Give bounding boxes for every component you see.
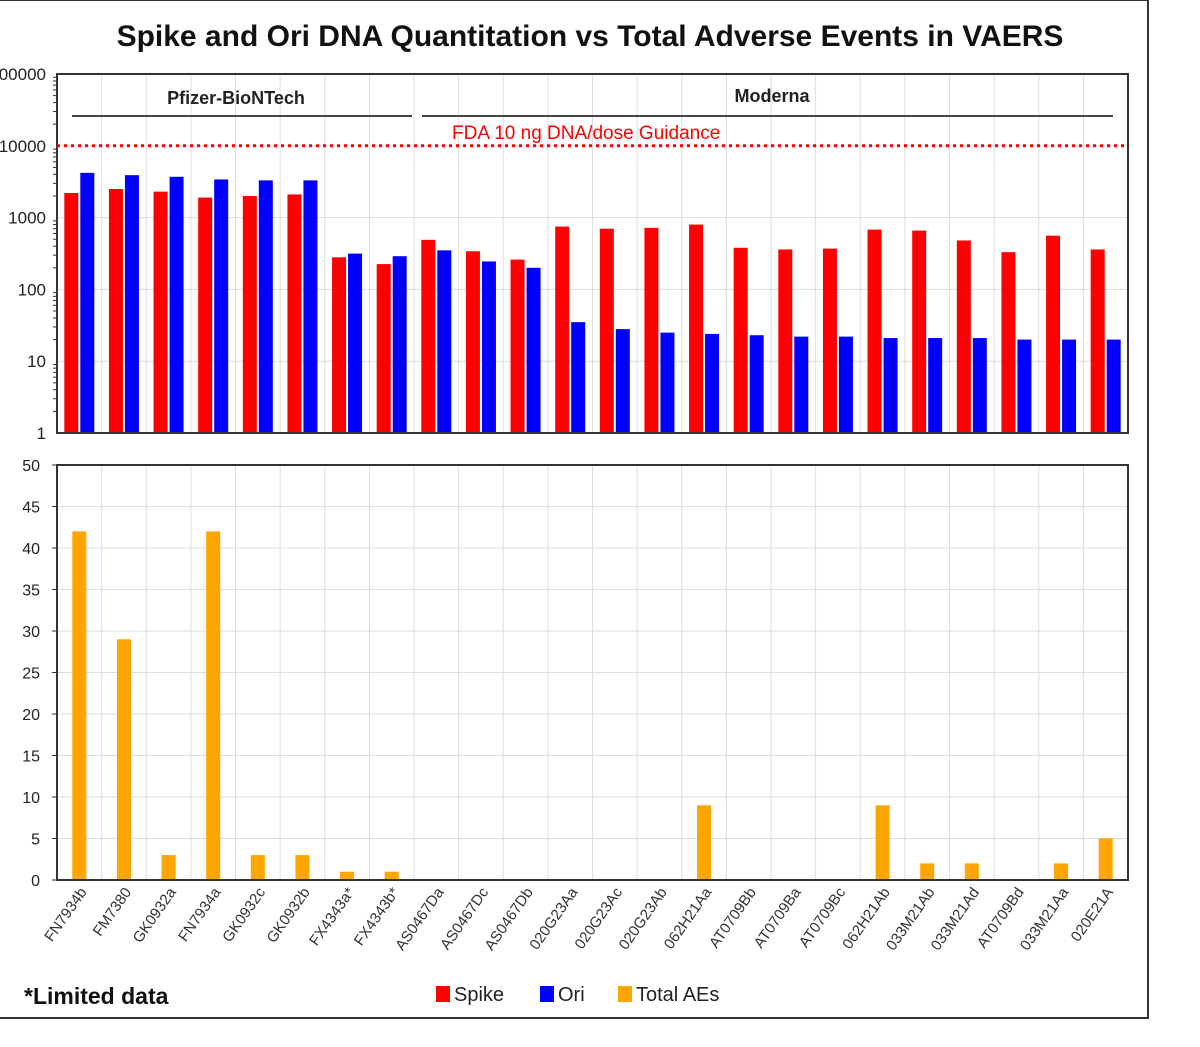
y-tick-label: 10 <box>22 790 40 807</box>
bar-spike <box>465 251 480 433</box>
fda-guidance-label: FDA 10 ng DNA/dose Guidance <box>452 123 720 144</box>
bar-spike <box>912 230 927 433</box>
y-tick-label: 50 <box>22 458 40 475</box>
bar-ori <box>1062 339 1077 433</box>
bar-ori <box>124 175 139 433</box>
bar-ori <box>794 336 809 433</box>
bar-total-aes <box>964 863 979 880</box>
bar-ori <box>392 256 407 433</box>
bar-ori <box>526 267 541 433</box>
legend-swatch-total-aes <box>618 986 632 1002</box>
bar-total-aes <box>920 863 935 880</box>
bar-ori <box>1017 339 1032 433</box>
bar-spike <box>332 257 347 433</box>
legend-label-total-aes: Total AEs <box>636 984 719 1006</box>
legend-swatch-ori <box>540 986 554 1002</box>
bar-spike <box>689 224 704 433</box>
bar-ori <box>169 176 184 434</box>
bar-spike <box>555 226 570 433</box>
footnote: *Limited data <box>24 983 169 1009</box>
y-tick-label: 1 <box>37 424 46 443</box>
y-tick-label: 40 <box>22 541 40 558</box>
group-label-pfizer: Pfizer-BioNTech <box>167 88 305 108</box>
y-tick-label: 35 <box>22 583 40 600</box>
bar-spike <box>376 264 391 433</box>
bar-spike <box>421 239 436 433</box>
bar-ori <box>571 322 586 433</box>
y-tick-label: 25 <box>22 666 40 683</box>
chart-title: Spike and Ori DNA Quantitation vs Total … <box>117 20 1064 53</box>
bar-spike <box>1090 249 1105 433</box>
bar-ori <box>749 335 764 433</box>
bar-spike <box>242 195 257 433</box>
bar-spike <box>778 249 793 433</box>
bar-spike <box>510 259 525 433</box>
bar-total-aes <box>206 531 221 880</box>
bar-total-aes <box>875 805 890 880</box>
group-label-moderna: Moderna <box>734 86 810 106</box>
bar-spike <box>1046 235 1061 433</box>
bar-total-aes <box>384 871 399 880</box>
legend-label-spike: Spike <box>454 984 504 1006</box>
legend-swatch-spike <box>436 986 450 1002</box>
bar-total-aes <box>116 639 131 880</box>
legend: Spike Ori Total AEs <box>436 984 719 1006</box>
bar-spike <box>956 240 971 433</box>
bar-ori <box>1106 339 1121 433</box>
bar-spike <box>822 248 837 433</box>
bar-spike <box>198 197 213 433</box>
bar-total-aes <box>340 871 355 880</box>
bar-spike <box>153 191 168 433</box>
bar-ori <box>258 180 273 433</box>
bar-total-aes <box>250 855 265 880</box>
y-tick-label: 30 <box>22 624 40 641</box>
bar-ori <box>928 338 943 433</box>
bar-ori <box>705 333 720 433</box>
y-tick-label: 10000 <box>0 137 46 156</box>
bar-ori <box>838 336 853 433</box>
top-plot-frame <box>56 73 1129 434</box>
bar-spike <box>733 247 748 433</box>
bar-ori <box>80 172 95 433</box>
bar-spike <box>1001 252 1016 433</box>
y-tick-label: 45 <box>22 500 40 517</box>
y-tick-label: 100 <box>18 280 46 299</box>
bar-total-aes <box>72 531 87 880</box>
bar-ori <box>660 332 675 433</box>
y-tick-label: 10 <box>27 352 46 371</box>
bar-spike <box>867 229 882 433</box>
legend-label-ori: Ori <box>558 984 585 1006</box>
bar-total-aes <box>1098 838 1113 880</box>
bar-spike <box>64 193 79 433</box>
y-tick-label: 0 <box>31 873 40 890</box>
bar-ori <box>437 250 452 433</box>
y-tick-label: 20 <box>22 707 40 724</box>
bar-total-aes <box>1054 863 1069 880</box>
bar-spike <box>287 194 302 433</box>
y-tick-label: 5 <box>31 832 40 849</box>
bar-ori <box>214 179 229 433</box>
bar-ori <box>303 180 318 433</box>
y-tick-label: 15 <box>22 749 40 766</box>
bar-total-aes <box>697 805 712 880</box>
bar-ori <box>481 261 496 433</box>
bar-spike <box>644 227 659 433</box>
bar-spike <box>599 228 614 433</box>
bar-total-aes <box>295 855 310 880</box>
bar-ori <box>883 338 898 433</box>
bar-ori <box>615 329 630 433</box>
bar-ori <box>348 253 363 433</box>
y-tick-label: 1000 <box>8 209 46 228</box>
bar-total-aes <box>161 855 176 880</box>
bar-ori <box>972 338 987 433</box>
bar-spike <box>108 189 123 433</box>
